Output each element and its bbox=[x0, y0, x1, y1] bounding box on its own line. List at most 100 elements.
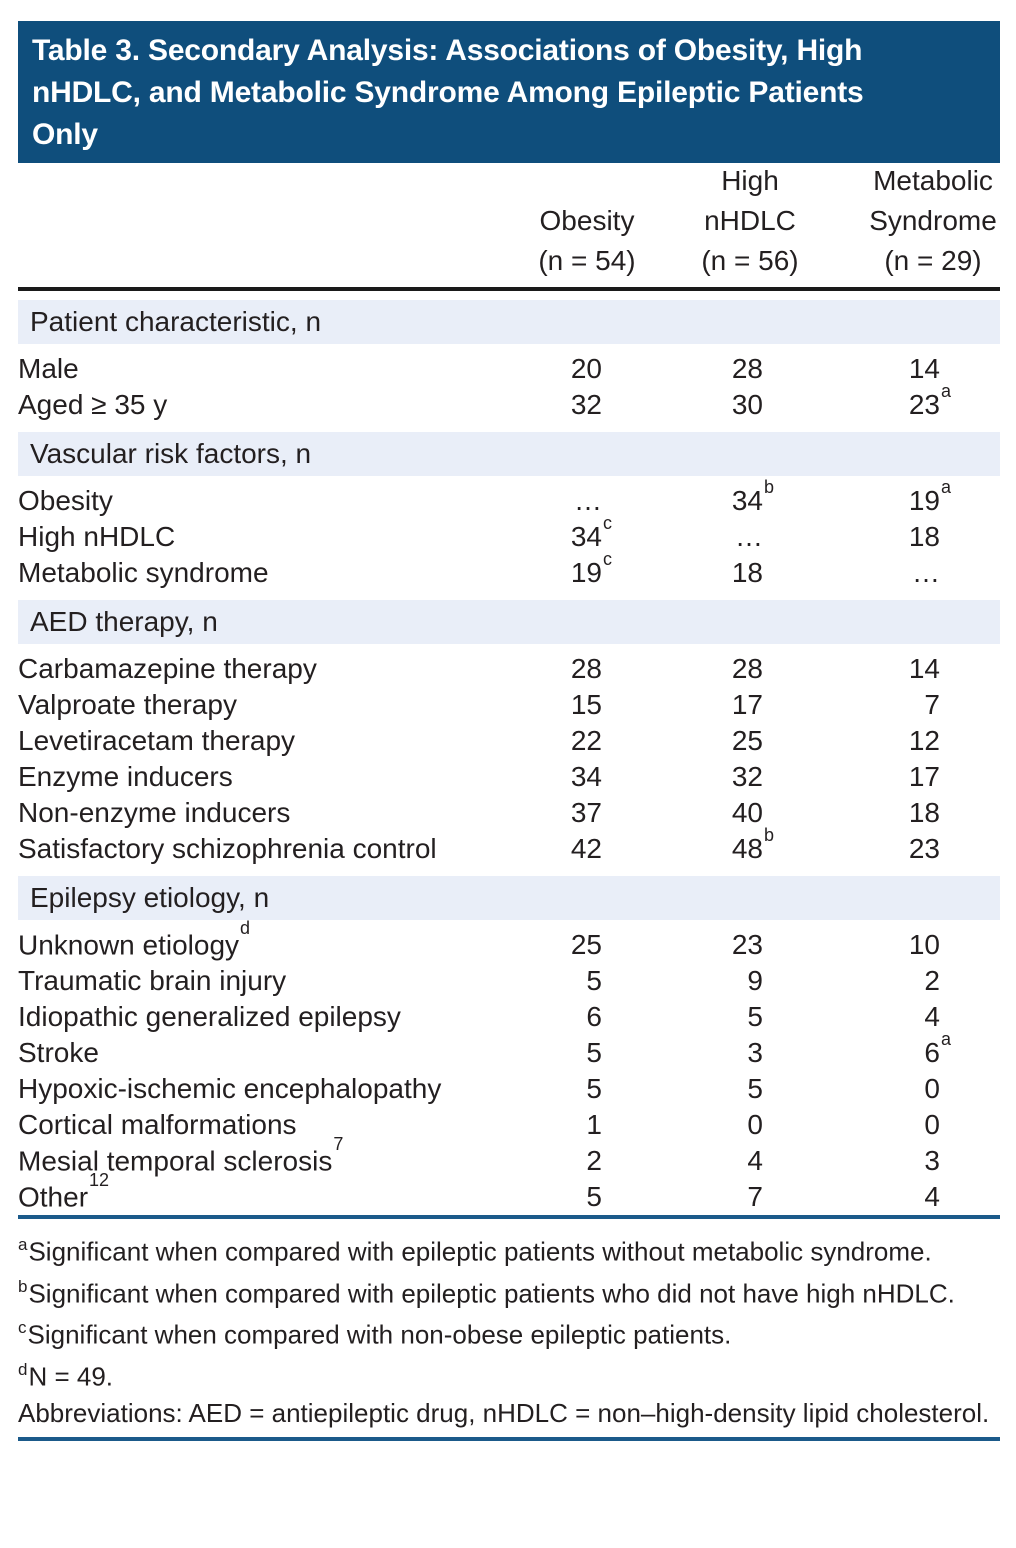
table-row: Carbamazepine therapy 28 28 14 bbox=[18, 651, 1000, 687]
column-header-line: Obesity bbox=[539, 205, 635, 236]
cell-number: 3 bbox=[924, 1145, 940, 1176]
footnote-marker: a bbox=[18, 1235, 28, 1254]
row-label: Stroke bbox=[18, 1037, 99, 1068]
cell-number: 14 bbox=[908, 653, 940, 684]
header-rule bbox=[18, 287, 1000, 291]
table-row: Metabolic syndrome 19 c 18… bbox=[18, 550, 1000, 591]
table-row: Aged ≥ 35 y 32 30 23 a bbox=[18, 381, 1000, 423]
value-superscript: a bbox=[941, 381, 952, 401]
footnote-rule bbox=[18, 1215, 1000, 1219]
bottom-rule bbox=[18, 1436, 1000, 1441]
column-header-high-nhdlc: High nHDLC (n = 56) bbox=[640, 161, 860, 281]
cell-number: 7 bbox=[747, 1181, 763, 1212]
value-superscript: c bbox=[603, 513, 612, 533]
cell-number: 22 bbox=[570, 725, 602, 756]
cell-number: 9 bbox=[747, 965, 763, 996]
footnotes: aSignificant when compared with epilepti… bbox=[18, 1219, 1000, 1431]
cell-value: 17 bbox=[602, 689, 763, 721]
cell-value: 4 bbox=[602, 1145, 763, 1177]
cell-number: 2 bbox=[586, 1145, 602, 1176]
cell-value: 9 bbox=[602, 965, 763, 997]
row-label: Non-enzyme inducers bbox=[18, 797, 291, 828]
cell-value: 20 bbox=[398, 353, 602, 385]
cell-number: 25 bbox=[570, 929, 602, 960]
footnote-item: aSignificant when compared with epilepti… bbox=[18, 1235, 932, 1267]
row-label: High nHDLC bbox=[18, 521, 176, 552]
cell-value: 23 bbox=[602, 929, 763, 961]
cell-number: 48 b bbox=[731, 825, 775, 864]
cell-value: 18 bbox=[763, 521, 940, 553]
cell-number: 32 bbox=[731, 761, 763, 792]
row-label: Carbamazepine therapy bbox=[18, 653, 317, 684]
cell-value: 2 bbox=[763, 965, 940, 997]
cell-number: … bbox=[574, 485, 602, 516]
row-label: Idiopathic generalized epilepsy bbox=[18, 1001, 401, 1032]
row-label: Cortical malformations bbox=[18, 1109, 297, 1140]
column-header-metabolic-syndrome: Metabolic Syndrome (n = 29) bbox=[823, 161, 1016, 281]
cell-value: 34 c bbox=[398, 513, 612, 553]
cell-number: 0 bbox=[924, 1109, 940, 1140]
cell-number: 5 bbox=[586, 1037, 602, 1068]
column-header-line: Syndrome bbox=[869, 205, 997, 236]
cell-value: 28 bbox=[398, 653, 602, 685]
cell-number: 40 bbox=[731, 797, 763, 828]
footnote-item: cSignificant when compared with non-obes… bbox=[18, 1318, 732, 1350]
cell-number: 28 bbox=[731, 353, 763, 384]
table-row: Hypoxic-ischemic encephalopathy 5 5 0 bbox=[18, 1071, 1000, 1107]
cell-number: 6 bbox=[586, 1001, 602, 1032]
cell-value: 28 bbox=[602, 653, 763, 685]
cell-value: 7 bbox=[763, 689, 940, 721]
row-label: Traumatic brain injury bbox=[18, 965, 287, 996]
cell-value: 25 bbox=[398, 929, 602, 961]
row-label: Enzyme inducers bbox=[18, 761, 233, 792]
column-header-line: High bbox=[721, 165, 779, 196]
cell-number: … bbox=[912, 557, 940, 588]
cell-value: 42 bbox=[398, 833, 602, 865]
cell-value: 5 bbox=[602, 1001, 763, 1033]
table-row: Male 20 28 14 bbox=[18, 351, 1000, 387]
cell-number: 5 bbox=[747, 1073, 763, 1104]
column-header-line: (n = 29) bbox=[884, 245, 982, 276]
cell-value: 0 bbox=[602, 1109, 763, 1141]
cell-value: 5 bbox=[398, 1181, 602, 1213]
cell-value: 0 bbox=[763, 1109, 940, 1141]
cell-number: 3 bbox=[747, 1037, 763, 1068]
cell-number: 23 a bbox=[908, 381, 952, 420]
cell-value: 34 bbox=[398, 761, 602, 793]
table-row: Other12 5 7 4 bbox=[18, 1170, 1000, 1215]
row-label: Obesity bbox=[18, 485, 113, 516]
cell-number: 34 c bbox=[570, 513, 612, 552]
cell-number: 28 bbox=[731, 653, 763, 684]
table-row: Enzyme inducers 34 32 17 bbox=[18, 759, 1000, 795]
cell-value: 14 bbox=[763, 653, 940, 685]
column-header-line: Metabolic bbox=[873, 165, 993, 196]
column-header-obesity: Obesity (n = 54) bbox=[477, 201, 697, 281]
cell-number: 5 bbox=[586, 965, 602, 996]
cell-value: 6 bbox=[398, 1001, 602, 1033]
footnote-item: dN = 49. bbox=[18, 1359, 114, 1392]
cell-value: 19 a bbox=[763, 478, 951, 517]
cell-value: 23 a bbox=[763, 381, 952, 421]
row-label-superscript: d bbox=[240, 918, 251, 939]
cell-value: 4 bbox=[763, 1001, 940, 1033]
column-header-line: nHDLC bbox=[704, 205, 796, 236]
row-label: Mesial temporal sclerosis7 bbox=[18, 1134, 344, 1177]
cell-number: 23 bbox=[731, 929, 763, 960]
row-label: Aged ≥ 35 y bbox=[18, 389, 168, 420]
cell-number: 7 bbox=[924, 689, 940, 720]
cell-value: 34 b bbox=[602, 478, 774, 517]
cell-number: 4 bbox=[924, 1181, 940, 1212]
row-label: Metabolic syndrome bbox=[18, 557, 269, 588]
column-header-line: (n = 56) bbox=[701, 245, 799, 276]
value-superscript: a bbox=[941, 477, 952, 497]
cell-value: 14 bbox=[763, 353, 940, 385]
row-label: Other12 bbox=[18, 1170, 110, 1213]
section-header: Epilepsy etiology, n bbox=[18, 876, 1000, 920]
section-header: AED therapy, n bbox=[18, 600, 1000, 644]
table-row: Stroke 5 3 6 a bbox=[18, 1029, 1000, 1071]
table-row: Idiopathic generalized epilepsy 6 5 4 bbox=[18, 999, 1000, 1035]
table-row: Non-enzyme inducers 37 40 18 bbox=[18, 795, 1000, 831]
table-row: Obesity … 34 b 19 a bbox=[18, 478, 1000, 519]
